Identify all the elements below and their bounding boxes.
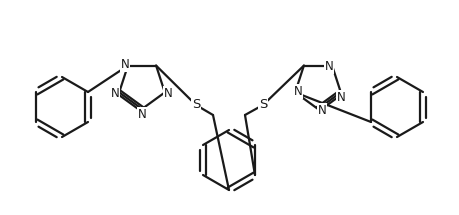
Text: S: S — [192, 98, 200, 112]
Text: N: N — [336, 91, 345, 104]
Text: N: N — [121, 58, 129, 71]
Text: N: N — [138, 108, 146, 120]
Text: N: N — [111, 87, 119, 100]
Text: N: N — [325, 60, 334, 73]
Text: N: N — [294, 85, 302, 98]
Text: N: N — [318, 103, 326, 117]
Text: N: N — [163, 87, 172, 100]
Text: S: S — [259, 98, 267, 112]
